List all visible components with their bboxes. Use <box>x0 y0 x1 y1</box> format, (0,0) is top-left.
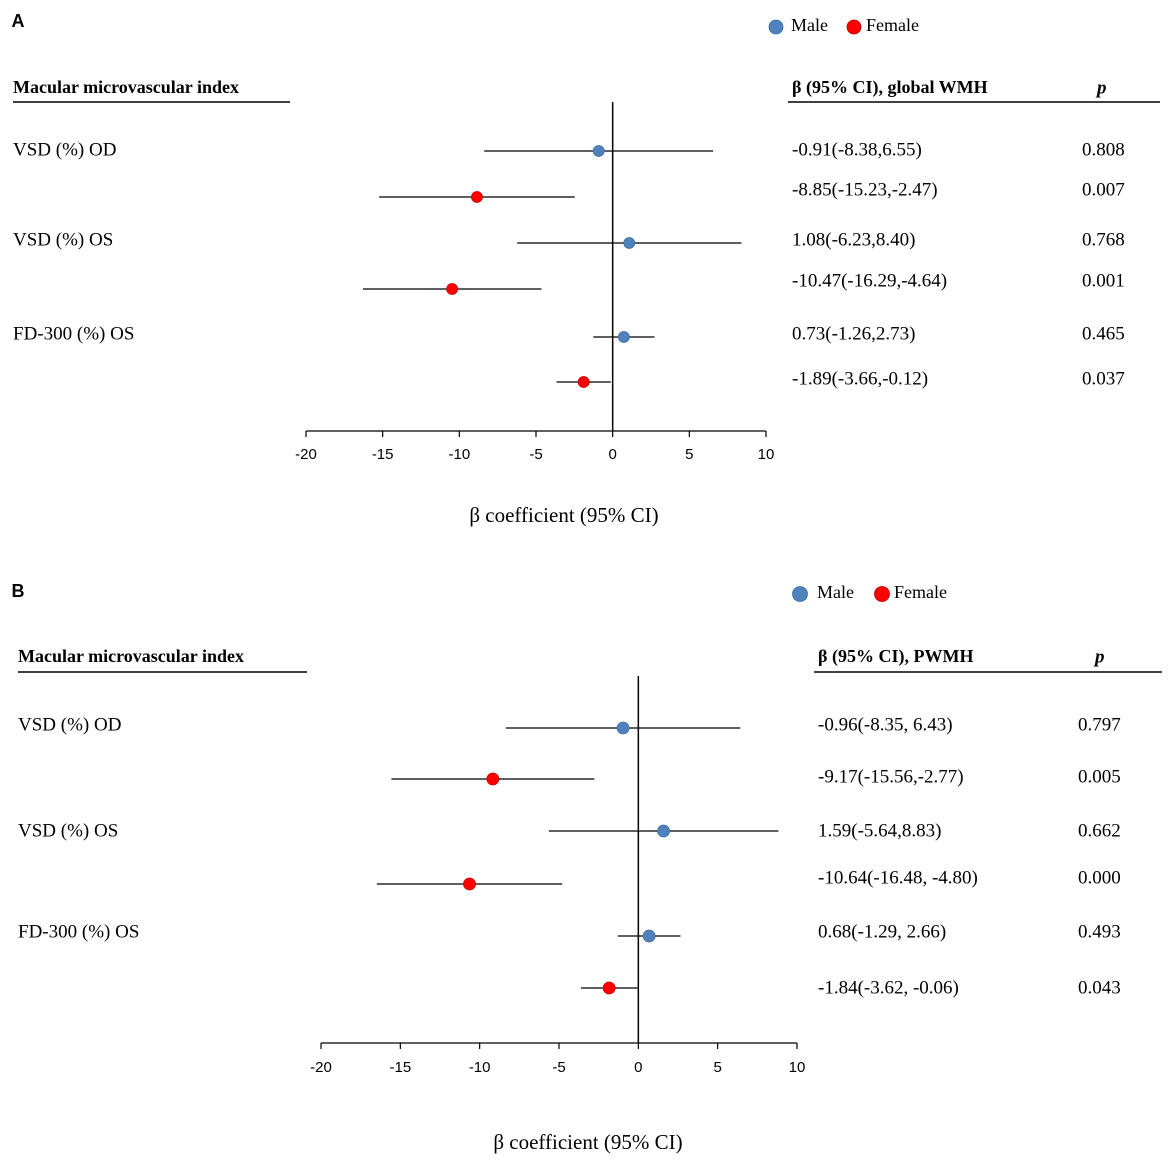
forest-row: -10.64(-16.48, -4.80) 0.000 <box>376 867 1121 891</box>
p-value: 0.043 <box>1078 977 1121 998</box>
forest-row: -0.96(-8.35, 6.43) 0.797 <box>505 714 1121 735</box>
x-tick-label: -15 <box>389 1059 411 1076</box>
x-tick-label: 10 <box>758 446 775 463</box>
p-value: 0.808 <box>1082 139 1125 160</box>
p-value: 0.493 <box>1078 921 1121 942</box>
beta-ci-value: -10.64(-16.48, -4.80) <box>818 867 978 888</box>
point-estimate-male <box>623 237 636 249</box>
forest-row: -1.89(-3.66,-0.12) 0.037 <box>556 368 1125 389</box>
p-value: 0.001 <box>1082 270 1125 291</box>
beta-ci-value: 0.73(-1.26,2.73) <box>792 323 915 344</box>
point-estimate-male <box>642 929 656 943</box>
row-label: VSD (%) OS <box>13 229 113 250</box>
p-value: 0.662 <box>1078 820 1121 841</box>
x-tick-label: 0 <box>634 1059 642 1076</box>
x-tick-label: -10 <box>469 1059 491 1076</box>
p-value: 0.000 <box>1078 867 1121 888</box>
point-estimate-female <box>602 981 616 995</box>
beta-ci-value: -9.17(-15.56,-2.77) <box>818 766 964 787</box>
beta-ci-value: -10.47(-16.29,-4.64) <box>792 270 947 291</box>
point-estimate-female <box>471 191 483 203</box>
forest-row: 1.59(-5.64,8.83) 0.662 <box>548 820 1121 841</box>
legend-marker-male <box>792 586 808 602</box>
point-estimate-female <box>577 376 590 388</box>
panel-a: A Male Female Macular microvascular index β … <box>12 11 1160 527</box>
x-axis-label: β coefficient (95% CI) <box>493 1130 682 1154</box>
p-value: 0.768 <box>1082 229 1125 250</box>
p-value: 0.037 <box>1082 368 1125 389</box>
panel-label: A <box>12 11 25 31</box>
x-tick-label: 5 <box>713 1059 721 1076</box>
legend-label-female: Female <box>866 15 919 35</box>
legend-label-male: Male <box>791 15 828 35</box>
x-tick-label: -15 <box>372 446 394 463</box>
forest-row: 0.68(-1.29, 2.66) 0.493 <box>617 921 1121 943</box>
x-tick-label: 10 <box>789 1059 806 1076</box>
point-estimate-female <box>486 772 500 786</box>
beta-ci-value: -1.84(-3.62, -0.06) <box>818 977 959 998</box>
row-label: VSD (%) OD <box>18 714 121 735</box>
forest-row: 0.73(-1.26,2.73) 0.465 <box>593 323 1125 344</box>
x-tick-label: -5 <box>529 446 542 463</box>
beta-ci-value: 1.08(-6.23,8.40) <box>792 229 915 250</box>
beta-ci-value: 0.68(-1.29, 2.66) <box>818 921 946 942</box>
x-tick-label: 0 <box>608 446 616 463</box>
p-header: p <box>1093 646 1105 667</box>
legend-label-male: Male <box>817 582 854 602</box>
x-tick-label: -10 <box>448 446 470 463</box>
panel-label: B <box>12 581 25 601</box>
row-label: VSD (%) OD <box>13 139 116 160</box>
p-value: 0.007 <box>1082 179 1125 200</box>
point-estimate-female <box>463 877 476 891</box>
x-tick-label: -5 <box>552 1059 565 1076</box>
forest-row: -10.47(-16.29,-4.64) 0.001 <box>362 270 1125 295</box>
x-tick-label: 5 <box>685 446 693 463</box>
beta-ci-value: -1.89(-3.66,-0.12) <box>792 368 928 389</box>
p-value: 0.797 <box>1078 714 1121 735</box>
point-estimate-male <box>617 331 630 343</box>
forest-row: -0.91(-8.38,6.55) 0.808 <box>484 139 1125 160</box>
forest-row: -9.17(-15.56,-2.77) 0.005 <box>391 766 1121 787</box>
row-label: VSD (%) OS <box>18 820 118 841</box>
forest-row: -1.84(-3.62, -0.06) 0.043 <box>580 977 1121 998</box>
p-header: p <box>1095 77 1107 98</box>
beta-header: β (95% CI), PWMH <box>818 646 973 667</box>
row-label: FD-300 (%) OS <box>18 921 139 942</box>
p-value: 0.005 <box>1078 766 1121 787</box>
point-estimate-female <box>446 283 459 295</box>
x-axis: -20 -15 -10 -5 0 5 10 <box>310 1042 806 1076</box>
x-axis-label: β coefficient (95% CI) <box>469 503 658 527</box>
legend: Male Female <box>768 15 919 35</box>
forest-row: 1.08(-6.23,8.40) 0.768 <box>517 229 1125 250</box>
beta-ci-value: -0.91(-8.38,6.55) <box>792 139 922 160</box>
beta-ci-value: 1.59(-5.64,8.83) <box>818 820 941 841</box>
legend-marker-male <box>768 19 784 35</box>
point-estimate-male <box>616 721 630 735</box>
x-axis: -20 -15 -10 -5 0 5 10 <box>295 430 775 463</box>
panel-b: B Male Female Macular microvascular index β … <box>12 581 1162 1154</box>
beta-header: β (95% CI), global WMH <box>792 77 988 98</box>
index-header: Macular microvascular index <box>18 646 244 666</box>
legend-label-female: Female <box>894 582 947 602</box>
legend: Male Female <box>792 582 947 602</box>
beta-ci-value: -0.96(-8.35, 6.43) <box>818 714 953 735</box>
legend-marker-female <box>874 586 890 602</box>
x-tick-label: -20 <box>295 446 317 463</box>
beta-ci-value: -8.85(-15.23,-2.47) <box>792 179 938 200</box>
legend-marker-female <box>846 19 862 35</box>
row-label: FD-300 (%) OS <box>13 323 134 344</box>
forest-row: -8.85(-15.23,-2.47) 0.007 <box>379 179 1125 203</box>
index-header: Macular microvascular index <box>13 77 239 97</box>
x-tick-label: -20 <box>310 1059 332 1076</box>
p-value: 0.465 <box>1082 323 1125 344</box>
point-estimate-male <box>657 824 670 838</box>
point-estimate-male <box>592 145 605 157</box>
